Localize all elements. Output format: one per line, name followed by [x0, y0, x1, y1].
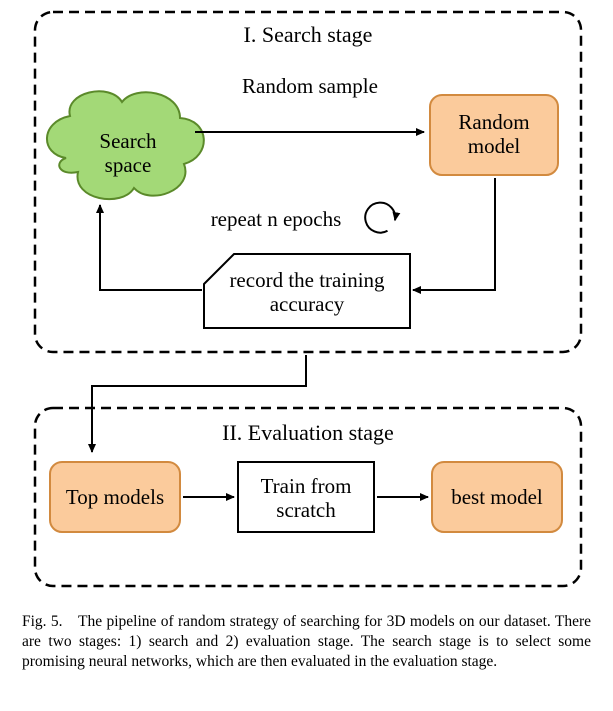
stage2-title: II. Evaluation stage	[222, 420, 394, 445]
figure-container: I. Search stage Search space Random mode…	[0, 0, 613, 711]
search-space-cloud: Search space	[47, 91, 204, 199]
train-scratch-label-2: scratch	[276, 498, 336, 522]
random-sample-label: Random sample	[242, 74, 378, 98]
record-label-2: accuracy	[270, 292, 345, 316]
diagram-svg: I. Search stage Search space Random mode…	[0, 0, 613, 600]
repeat-label: repeat n epochs	[211, 207, 342, 231]
random-model-label-1: Random	[458, 110, 529, 134]
figure-caption: Fig. 5. The pipeline of random strategy …	[22, 612, 591, 671]
cloud-label-2: space	[105, 153, 152, 177]
repeat-loop-icon	[365, 203, 395, 233]
record-label-1: record the training	[229, 268, 385, 292]
random-model-label-2: model	[468, 134, 521, 158]
best-model-label: best model	[451, 485, 543, 509]
arrow-model-to-record	[413, 178, 495, 290]
cloud-label-1: Search	[99, 129, 157, 153]
arrow-record-to-cloud	[100, 205, 202, 290]
stage1-title: I. Search stage	[244, 22, 373, 47]
top-models-label: Top models	[66, 485, 164, 509]
train-scratch-label-1: Train from	[261, 474, 352, 498]
